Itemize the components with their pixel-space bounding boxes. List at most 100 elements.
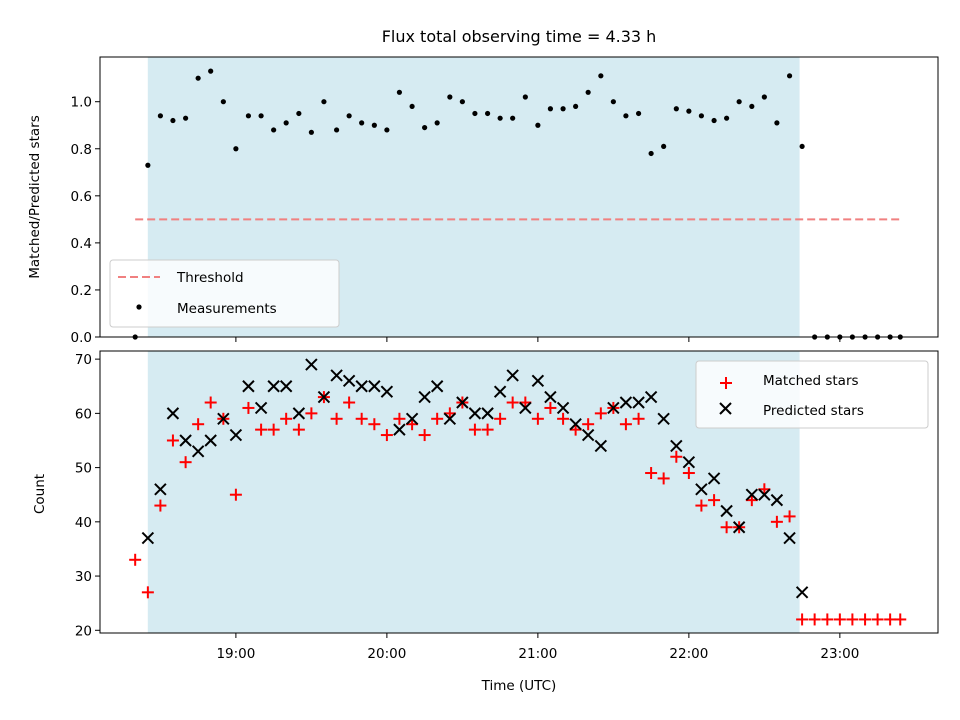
matched-star-point [632,412,645,425]
matched-star-point [431,412,444,425]
measurement-point [749,103,755,110]
predicted-star-point [154,483,167,496]
measurement-point [220,99,226,105]
matched-star-point [192,418,205,431]
measurement-point [447,94,453,100]
x-tick-label: 19:00 [216,646,255,662]
matched-star-point [204,396,217,409]
predicted-star-point [695,483,708,496]
matched-star-point [594,407,607,420]
measurement-point [635,110,642,117]
predicted-star-point [141,531,155,545]
predicted-star-point [342,374,356,388]
predicted-star-point [619,396,633,409]
predicted-star-point [556,401,570,415]
matched-star-point [330,412,343,425]
measurement-point [409,103,415,110]
measurement-point [497,115,503,121]
predicted-star-point [795,586,809,599]
matched-star-point [695,499,708,512]
predicted-star-point [481,407,494,420]
predicted-star-point [720,504,733,518]
top-y-tick-label: 1.0 [71,95,92,111]
measurement-point [145,162,151,168]
predicted-star-point [594,439,608,453]
measurement-point [799,143,805,150]
measurement-point [547,106,554,112]
bottom-y-tick-label: 20 [75,623,92,639]
x-tick-label: 21:00 [518,646,557,662]
measurement-point [661,143,667,150]
measurement-point [371,122,377,128]
matched-star-point [531,412,544,425]
x-axis-label: Time (UTC) [481,678,557,694]
bottom-axes-frame [99,350,939,634]
predicted-star-point [443,412,457,425]
predicted-star-point [682,455,696,469]
measurement-point [598,73,604,79]
predicted-star-point [468,407,482,420]
bottom-y-tick-label: 30 [75,569,92,585]
measurement-point [535,122,541,128]
predicted-star-point [607,401,620,415]
measurement-point [560,106,566,112]
predicted-star-point [405,412,419,425]
predicted-star-point [179,434,192,447]
bottom-legend: Matched stars Predicted stars [695,360,929,429]
top-y-tick-label: 0.6 [71,189,92,205]
predicted-star-point [279,380,293,393]
matched-star-point [619,418,632,431]
measurement-point [359,120,365,126]
predicted-star-point [393,423,406,436]
predicted-star-point [783,531,796,545]
matched-star-point [292,423,305,436]
matched-star-point [894,613,907,626]
measurement-point [308,129,314,135]
predicted-star-point [569,418,582,431]
measurements-legend-label: Measurements [177,301,277,317]
matched-legend-swatch [720,377,732,389]
bottom-y-axis-label: Count [32,474,48,514]
predicted-star-point [544,390,557,404]
matched-star-point [770,515,783,528]
matched-star-point [355,412,368,425]
matched-star-point [821,613,834,626]
matched-star-point [154,499,167,512]
top-legend: Threshold Measurements [109,259,340,328]
measurement-point [346,113,352,119]
matched-star-point [406,418,419,431]
matched-star-point [129,553,142,566]
matched-star-point [758,483,771,496]
matched-star-point [305,407,318,420]
predicted-star-point [430,380,444,393]
predicted-star-point [191,445,205,458]
matched-star-point [871,613,884,626]
matched-star-point [859,613,872,626]
predicted-star-point [632,396,645,409]
measurement-point [208,68,214,74]
measurement-point [283,120,289,126]
predicted-star-point [254,401,268,415]
matched-star-point [544,401,557,414]
top-y-tick-label: 0.0 [71,330,92,346]
matched-star-point [481,423,494,436]
matched-star-point [179,456,192,469]
predicted-star-point [204,434,217,447]
measurement-point [396,89,403,95]
measurement-point [183,115,189,121]
measurement-point [258,113,264,119]
predicted-star-point [456,396,469,409]
predicted-star-point [305,358,318,371]
measurement-point [271,127,277,133]
measurement-point [434,120,440,126]
predicted-star-point [519,401,532,415]
matched-star-point [468,423,481,436]
matched-star-point [418,429,431,442]
matched-star-point [833,613,846,626]
predicted-star-point [670,439,683,453]
measurement-point [422,124,428,131]
matched-star-point [519,396,532,409]
measurement-point [195,75,201,81]
predicted-star-point [368,380,381,393]
matched-star-point [745,494,758,507]
